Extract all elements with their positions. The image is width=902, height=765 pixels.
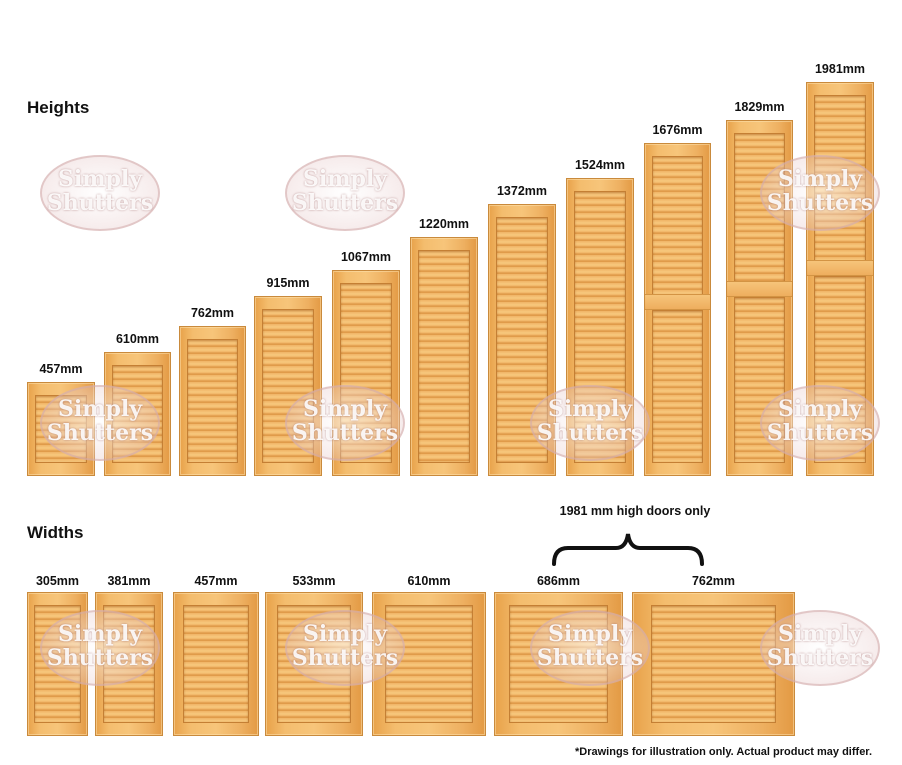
width-label: 457mm xyxy=(194,574,238,588)
brace-note: 1981 mm high doors only xyxy=(559,504,711,518)
footnote: *Drawings for illustration only. Actual … xyxy=(575,746,873,758)
height-shutter xyxy=(488,204,556,476)
louver-panel xyxy=(650,605,777,723)
louver-panel xyxy=(508,605,609,723)
louver-panel xyxy=(276,605,352,723)
heights-heading: Heights xyxy=(27,98,90,117)
height-shutter xyxy=(410,237,478,476)
louver-panel xyxy=(112,365,163,463)
width-label: 381mm xyxy=(107,574,151,588)
width-shutter xyxy=(632,592,795,736)
louver-panel-upper xyxy=(814,95,866,262)
louver-panel xyxy=(187,339,238,463)
louver-panel xyxy=(262,309,314,463)
widths-heading: Widths xyxy=(27,523,84,542)
louver-panel xyxy=(418,250,470,463)
height-label: 1067mm xyxy=(340,250,392,264)
height-label: 610mm xyxy=(115,332,160,346)
mid-rail xyxy=(727,281,792,297)
louver-panel-upper xyxy=(734,133,785,283)
height-shutter xyxy=(806,82,874,476)
louver-panel-lower xyxy=(734,297,785,463)
height-shutter xyxy=(104,352,171,476)
height-shutter xyxy=(179,326,246,476)
louver-panel-upper xyxy=(652,156,703,296)
louver-panel xyxy=(385,605,473,723)
height-label: 1676mm xyxy=(652,123,703,137)
width-label: 305mm xyxy=(35,574,80,588)
width-label: 610mm xyxy=(407,574,451,588)
simply-shutters-watermark-icon: Simply Shutters xyxy=(285,155,405,231)
mid-rail xyxy=(807,260,873,276)
louver-panel xyxy=(183,605,249,723)
height-label: 1524mm xyxy=(574,158,626,172)
mid-rail xyxy=(645,294,710,310)
height-label: 1981mm xyxy=(814,62,866,76)
width-shutter xyxy=(265,592,363,736)
simply-shutters-watermark-icon: Simply Shutters xyxy=(40,155,160,231)
height-label: 457mm xyxy=(39,362,83,376)
curly-brace-icon xyxy=(552,533,704,566)
louver-panel xyxy=(35,395,87,463)
width-shutter xyxy=(494,592,623,736)
width-label: 533mm xyxy=(292,574,336,588)
height-label: 1372mm xyxy=(496,184,548,198)
width-shutter xyxy=(173,592,259,736)
height-shutter xyxy=(644,143,711,476)
width-label: 686mm xyxy=(536,574,581,588)
height-label: 915mm xyxy=(266,276,310,290)
height-shutter xyxy=(726,120,793,476)
height-shutter xyxy=(566,178,634,476)
louver-panel xyxy=(34,605,81,723)
height-label: 762mm xyxy=(190,306,235,320)
height-shutter xyxy=(27,382,95,476)
louver-panel xyxy=(340,283,392,463)
height-label: 1220mm xyxy=(418,217,470,231)
height-shutter xyxy=(332,270,400,476)
louver-panel xyxy=(496,217,548,463)
louver-panel-lower xyxy=(652,310,703,463)
height-shutter xyxy=(254,296,322,476)
louver-panel xyxy=(103,605,155,723)
width-label: 762mm xyxy=(691,574,736,588)
height-label: 1829mm xyxy=(734,100,785,114)
louver-panel xyxy=(574,191,626,463)
width-shutter xyxy=(95,592,163,736)
width-shutter xyxy=(372,592,486,736)
width-shutter xyxy=(27,592,88,736)
louver-panel-lower xyxy=(814,276,866,463)
